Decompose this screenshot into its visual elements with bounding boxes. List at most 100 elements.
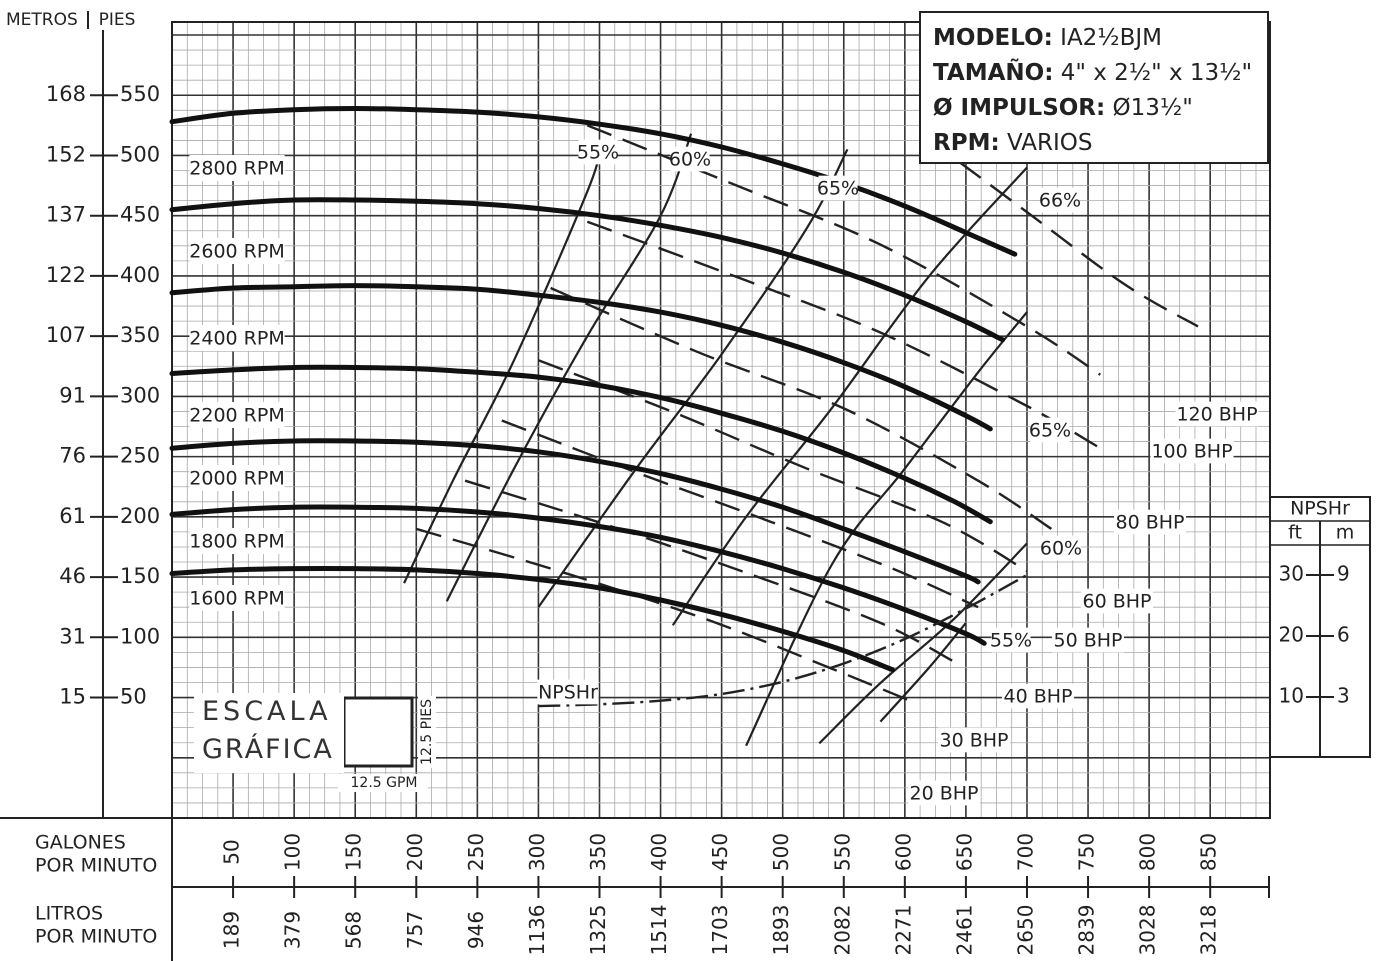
x-tick-label-gpm: 450 [708, 833, 732, 871]
x-tick-label-gpm: 300 [525, 833, 549, 871]
x-tick-label-gpm: 750 [1075, 833, 1099, 871]
rpm-label: 2200 RPM [189, 405, 284, 427]
header-separator [87, 11, 90, 29]
rpm-row: RPM: VARIOS [933, 126, 1255, 161]
bhp-label: 50 BHP [1054, 630, 1123, 652]
x-tick-label-gpm: 100 [281, 833, 305, 871]
npshr-curve-label-bg [537, 679, 599, 705]
efficiency-label-bg [670, 146, 710, 172]
efficiency-label: 60% [669, 149, 711, 171]
efficiency-label-bg [1041, 535, 1081, 561]
rpm-curve [169, 565, 896, 673]
x-tick-label-lpm: 3028 [1136, 905, 1160, 956]
x-tick-label-gpm: 850 [1197, 833, 1221, 871]
efficiency-label: 66% [1039, 190, 1081, 212]
efficiency-line [745, 311, 1028, 747]
impulsor-label: Ø IMPULSOR: [933, 95, 1106, 121]
y-tick-label-ft: 500 [120, 142, 160, 166]
x-tick-label-gpm: 400 [647, 833, 671, 871]
bhp-label: 20 BHP [910, 783, 979, 805]
efficiency-label: 55% [577, 142, 619, 164]
bhp-line [550, 286, 1053, 530]
rpm-label-bg [189, 402, 285, 428]
npshr-tick-label-ft: 10 [1279, 684, 1304, 708]
x-tick-label-gpm: 500 [769, 833, 793, 871]
bhp-label: 40 BHP [1004, 686, 1073, 708]
escala-line2: GRÁFICA [202, 734, 334, 765]
lpm-axis-title-line2: POR MINUTO [35, 926, 157, 948]
rpm-curve [169, 504, 987, 646]
x-tick-label-gpm: 150 [342, 833, 366, 871]
rpm-label: RPM: [933, 130, 1000, 156]
x-tick-label-lpm: 1893 [769, 905, 793, 956]
tamano-value: 4" x 2½" x 13½" [1060, 60, 1253, 86]
y-tick-label-ft: 100 [120, 624, 160, 648]
x-tick-label-lpm: 1703 [708, 905, 732, 956]
npshr-tick-label-ft: 30 [1279, 562, 1304, 586]
bhp-label-bg [907, 780, 981, 806]
x-tick-label-lpm: 1325 [586, 905, 610, 956]
rpm-label-bg [189, 585, 285, 611]
efficiency-label-bg [991, 627, 1031, 653]
efficiency-label-bg [578, 139, 618, 165]
npshr-line [538, 573, 1028, 708]
impulsor-row: Ø IMPULSOR: Ø13½" [933, 91, 1255, 126]
x-tick-label-lpm: 379 [281, 911, 305, 949]
rpm-label-bg [189, 528, 285, 554]
x-tick-label-lpm: 3218 [1197, 905, 1221, 956]
y-tick-label-ft: 50 [120, 685, 147, 709]
npshr-tick-label-m: 6 [1337, 623, 1350, 647]
x-tick-label-lpm: 1136 [525, 905, 549, 956]
efficiency-label: 65% [817, 178, 859, 200]
impulsor-value: Ø13½" [1112, 95, 1193, 121]
lpm-axis-title-line1: LITROS [35, 903, 103, 925]
npshr-tick-label-m: 3 [1337, 684, 1350, 708]
modelo-label: MODELO: [933, 25, 1053, 51]
gpm-axis-title-line1: GALONES [35, 832, 126, 854]
x-tick-label-gpm: 550 [830, 833, 854, 871]
x-tick-label-gpm: 650 [952, 833, 976, 871]
bhp-label-bg [1051, 627, 1125, 653]
bhp-label-bg [937, 727, 1011, 753]
y-tick-label-ft: 200 [120, 504, 160, 528]
rpm-curve [169, 438, 981, 585]
rpm-value: VARIOS [1006, 130, 1093, 156]
efficiency-line [445, 133, 693, 602]
npshr-curve [538, 573, 1028, 708]
x-tick-label-lpm: 568 [342, 911, 366, 949]
bhp-label: 30 BHP [940, 730, 1009, 752]
tamano-label: TAMAÑO: [933, 60, 1054, 86]
rpm-label: 2600 RPM [189, 241, 284, 263]
efficiency-label: 60% [1040, 538, 1082, 560]
rpm-curve [169, 197, 1006, 343]
npshr-axis-title: NPSHr [1290, 498, 1350, 520]
tamano-row: TAMAÑO: 4" x 2½" x 13½" [933, 56, 1255, 91]
y-tick-label-ft: 350 [120, 323, 160, 347]
rpm-label: 2400 RPM [189, 328, 284, 350]
escala-x-label-bg [338, 774, 428, 792]
npshr-ft-label: ft [1288, 522, 1302, 544]
x-tick-label-gpm: 50 [220, 839, 244, 864]
bhp-label-bg [1001, 683, 1075, 709]
efficiency-label-bg [1040, 187, 1080, 213]
bhp-line [464, 479, 955, 663]
modelo-row: MODELO: IA2½BJM [933, 21, 1255, 56]
metros-label: METROS [6, 10, 78, 30]
npshr-m-label: m [1336, 522, 1355, 544]
escala-square [342, 696, 414, 768]
x-tick-label-gpm: 200 [403, 833, 427, 871]
bhp-label-bg [1150, 438, 1234, 464]
rpm-curve [169, 105, 1018, 257]
y-tick-label-m: 76 [59, 444, 86, 468]
bhp-label: 120 BHP [1176, 404, 1257, 426]
efficiency-line [879, 622, 967, 723]
y-tick-label-m: 168 [46, 82, 86, 106]
x-tick-label-lpm: 2271 [891, 905, 915, 956]
rpm-label: 2000 RPM [189, 468, 284, 490]
bhp-label-bg [1175, 401, 1259, 427]
y-tick-label-m: 137 [46, 203, 86, 227]
modelo-value: IA2½BJM [1060, 25, 1163, 51]
escala-y-label: 12.5 PIES [419, 699, 435, 765]
rpm-label: 1600 RPM [189, 588, 284, 610]
